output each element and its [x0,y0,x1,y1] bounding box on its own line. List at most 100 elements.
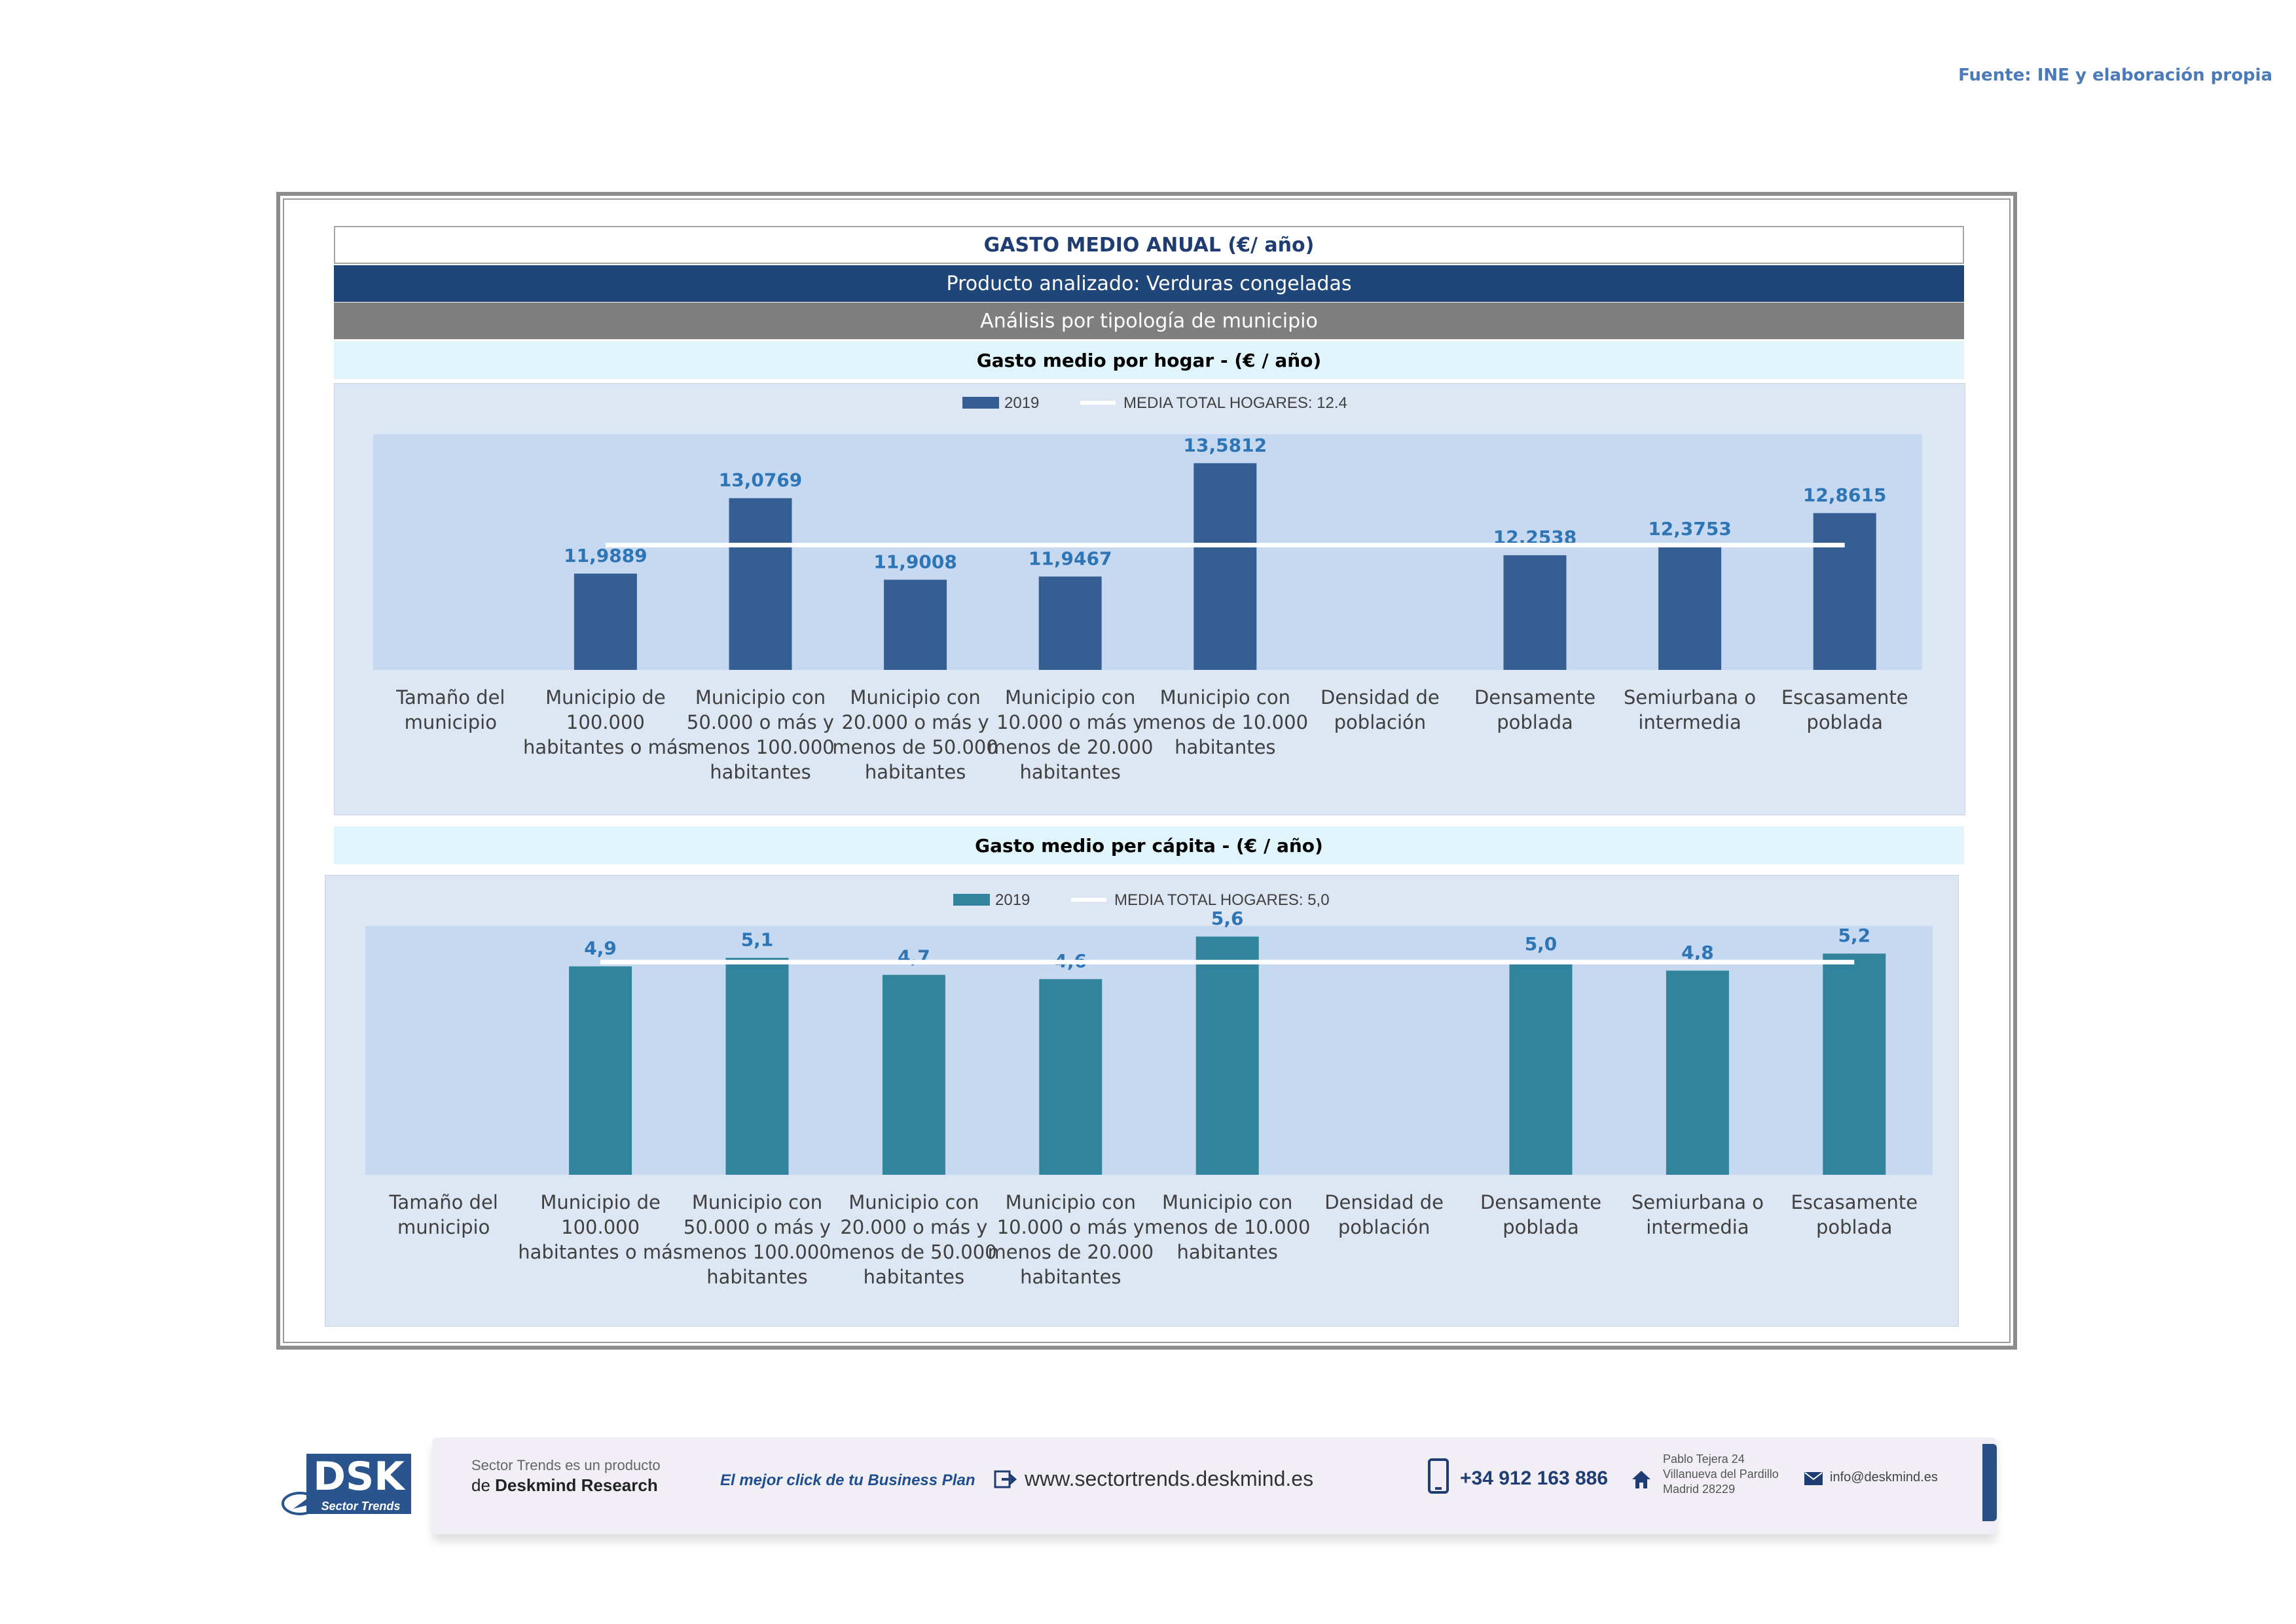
category-label: Escasamente poblada [1781,686,1908,733]
category-label-line: 20.000 o más y [840,1216,987,1238]
footer-email[interactable]: info@deskmind.es [1830,1470,1938,1485]
chart-svg: 2019 MEDIA TOTAL HOGARES: 12.4 11,9889 13,0… [334,383,1965,815]
category-label-line: Densamente [1480,1191,1601,1213]
category-label-line: menos de 50.000 [831,1241,996,1263]
category-label: Municipio con 50.000 o más y menos 100.000… [683,1191,831,1288]
category-label-line: Municipio con [1006,1191,1136,1213]
category-label-line: población [1334,711,1427,733]
category-label-line: habitantes [1176,1241,1277,1263]
footer-accent [1982,1444,1997,1521]
bar [884,580,947,670]
category-label-line: habitantes [1020,1266,1121,1288]
source-note: Fuente: INE y elaboración propia [1958,65,2272,85]
bar-value-label: 12,8615 [1803,485,1887,506]
category-label-line: Municipio con [850,686,980,709]
category-label-line: habitantes [710,761,811,783]
category-label-line: municipio [397,1216,490,1238]
bar [1658,547,1722,670]
category-label-line: poblada [1816,1216,1893,1238]
footer-banner: Sector Trends es un producto de Deskmind… [432,1437,1997,1534]
bar-value-label: 5,6 [1211,908,1244,929]
category-label-line: habitantes [1019,761,1120,783]
category-label: Municipio con menos de 10.000 habitantes [1142,686,1308,758]
category-label: Densamente poblada [1480,1191,1601,1238]
footer-phone[interactable]: +34 912 163 886 [1460,1467,1609,1489]
legend-label-reference: MEDIA TOTAL HOGARES: 12.4 [1123,394,1347,412]
logo-swoosh-icon [282,1492,318,1515]
footer-product-prefix: de [471,1475,490,1495]
category-label: Municipio con 20.000 o más y menos de 50.0… [831,1191,996,1288]
bar [729,498,792,670]
bar [725,957,789,1175]
category-label-line: menos de 50.000 [832,736,998,758]
category-label-line: Municipio de [540,1191,661,1213]
category-label-line: Municipio con [1162,1191,1292,1213]
category-label: Tamaño del municipio [395,686,505,733]
category-label-line: 10.000 o más y [996,711,1144,733]
category-label-line: menos de 10.000 [1142,711,1308,733]
category-label-line: habitantes [1175,736,1275,758]
footer-product-line1: Sector Trends es un producto [471,1457,661,1473]
bar [1666,970,1729,1175]
logo-subtitle: Sector Trends [321,1500,401,1513]
legend-label-series: 2019 [1004,394,1039,412]
chart-legend: 2019 MEDIA TOTAL HOGARES: 5,0 [953,891,1330,909]
bar-value-label: 5,0 [1525,933,1558,955]
bar [1813,513,1876,670]
bar [1503,555,1567,670]
bar-value-label: 5,1 [741,929,774,951]
category-label-line: habitantes [865,761,966,783]
category-label-line: menos de 20.000 [987,736,1153,758]
bar-value-label: 11,9467 [1029,547,1112,569]
category-label: Municipio con 50.000 o más y menos 100.000… [686,686,834,783]
bar-value-label: 11,9008 [873,551,957,572]
bar [1194,463,1257,670]
category-label: Municipio con 10.000 o más y menos de 20.0… [987,686,1153,783]
bar [574,573,637,670]
dsk-logo[interactable]: DSK [306,1454,411,1514]
category-label: Densidad de población [1321,686,1440,733]
category-label: Semiurbana o intermedia [1631,1191,1764,1238]
category-label-line: Densamente [1474,686,1595,709]
bar [1039,979,1102,1175]
address-line: Pablo Tejera 24 [1663,1452,1745,1466]
category-label-line: Semiurbana o [1624,686,1756,709]
category-label-line: Densidad de [1324,1191,1444,1213]
category-label-line: Municipio con [1160,686,1290,709]
category-label: Densidad de población [1324,1191,1444,1238]
category-label-line: menos 100.000 [683,1241,831,1263]
category-label: Tamaño del municipio [389,1191,498,1238]
footer-website[interactable]: www.sectortrends.deskmind.es [1025,1467,1314,1490]
category-label-line: poblada [1497,711,1573,733]
category-label-line: Municipio de [545,686,666,709]
category-label-line: Tamaño del [389,1191,498,1213]
bar [1038,576,1102,670]
category-label-line: habitantes o más [523,736,688,758]
footer-slogan: El mejor click de tu Business Plan [720,1471,975,1489]
bar [882,974,945,1175]
category-label: Municipio con 10.000 o más y menos de 20.0… [988,1191,1154,1288]
category-label-line: 20.000 o más y [842,711,989,733]
category-label-line: Municipio con [695,686,826,709]
category-label-line: intermedia [1638,711,1741,733]
bar-value-label: 4,7 [898,946,930,968]
chart-title-hogar: Gasto medio por hogar - (€ / año) [334,341,1964,379]
category-label: Municipio con 20.000 o más y menos de 50.0… [832,686,998,783]
category-label-line: Escasamente [1791,1191,1918,1213]
category-label: Municipio de 100.000 habitantes o más [518,1191,683,1263]
category-label-line: poblada [1806,711,1883,733]
category-label-line: habitantes o más [518,1241,683,1263]
report-outer-frame [276,192,2017,1350]
product-header: Producto analizado: Verduras congeladas [334,265,1964,302]
footer-brand: Deskmind Research [495,1475,658,1495]
bar-value-label: 12,3753 [1648,518,1732,540]
category-label-line: habitantes [706,1266,807,1288]
category-label-line: municipio [405,711,497,733]
phone-icon [1428,1458,1449,1494]
chart-legend: 2019 MEDIA TOTAL HOGARES: 12.4 [962,394,1347,412]
bar [1509,962,1573,1175]
mail-icon [1804,1472,1823,1485]
category-label: Municipio de 100.000 habitantes o más [523,686,688,758]
bar-value-label: 5,2 [1838,925,1870,946]
